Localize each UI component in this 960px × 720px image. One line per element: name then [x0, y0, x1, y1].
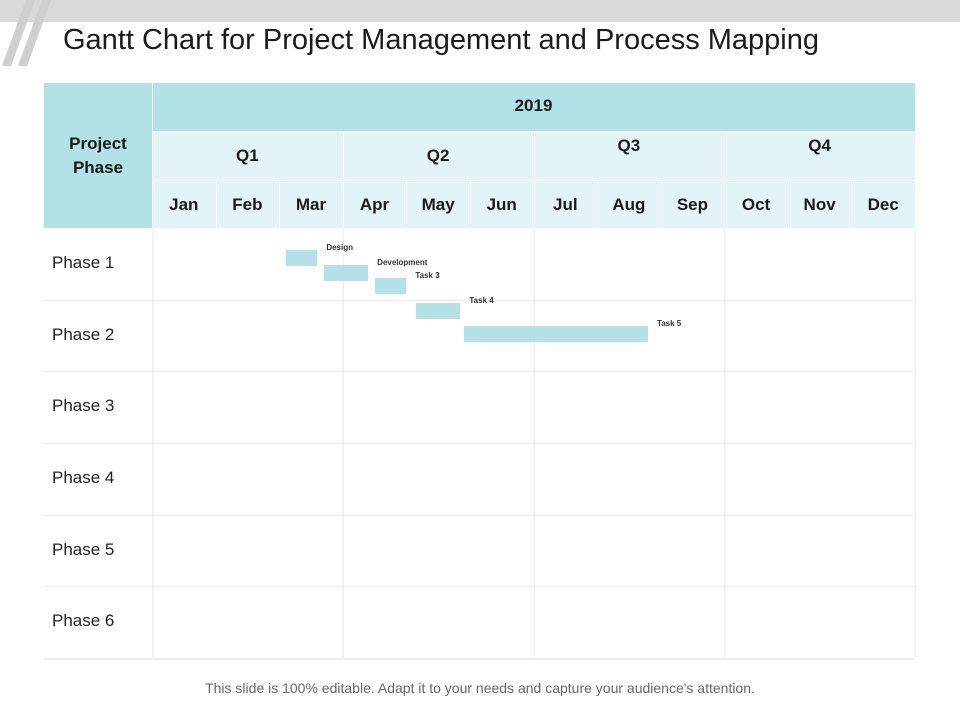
month-label: Jan: [169, 195, 199, 214]
year-label: 2019: [514, 96, 553, 115]
month-label: Apr: [359, 195, 390, 214]
grid-line: [44, 299, 915, 301]
phase-label: Phase 2: [52, 324, 115, 344]
year-header-cell: [152, 83, 915, 131]
month-label: Nov: [803, 195, 836, 214]
row-header-cell: [44, 83, 152, 228]
task-label: Development: [377, 258, 428, 267]
month-label: Jul: [553, 195, 578, 214]
month-label: Feb: [232, 195, 263, 214]
month-label: Aug: [612, 195, 646, 214]
month-label: Dec: [867, 195, 899, 214]
row-header-label: Project Phase: [69, 134, 127, 177]
phase-label: Phase 4: [52, 467, 115, 487]
task-label: Design: [326, 243, 353, 252]
month-divider: [406, 180, 408, 228]
month-label: Oct: [741, 195, 771, 214]
month-divider: [787, 180, 789, 228]
quarter-label: Q3: [617, 136, 641, 155]
month-label: Jun: [486, 195, 517, 214]
month-label: Mar: [295, 195, 327, 214]
task-bar: [323, 265, 369, 281]
month-divider: [851, 180, 853, 228]
phase-label: Phase 3: [52, 396, 115, 416]
task-bar: [285, 250, 318, 266]
quarter-divider: [342, 131, 344, 228]
footer-note: This slide is 100% editable. Adapt it to…: [205, 680, 755, 696]
month-divider: [597, 180, 599, 228]
phase-label: Phase 1: [52, 252, 115, 272]
task-bar: [415, 302, 461, 319]
month-divider: [660, 180, 662, 228]
grid-line: [915, 228, 916, 658]
month-label: May: [421, 195, 455, 214]
task-label: Task 4: [469, 295, 494, 305]
quarter-divider: [533, 131, 535, 228]
header-divider: [152, 83, 153, 228]
quarter-label: Q4: [808, 136, 831, 155]
grid-bottom-line: [44, 658, 915, 660]
quarter-label: Q2: [426, 146, 450, 165]
month-divider: [469, 180, 471, 228]
top-decor-bar: [0, 0, 960, 22]
phase-label: Phase 5: [52, 539, 115, 559]
grid-line: [44, 514, 915, 516]
grid-line: [44, 586, 915, 588]
month-divider: [215, 180, 217, 228]
grid-line: [44, 443, 915, 444]
task-bar: [463, 325, 648, 342]
grid-line: [44, 371, 915, 373]
task-label: Task 3: [415, 271, 440, 280]
month-label: Sep: [676, 195, 709, 214]
task-bar: [374, 278, 407, 294]
quarter-label: Q1: [236, 146, 259, 165]
quarter-divider: [724, 131, 726, 228]
page-title: Gantt Chart for Project Management and P…: [63, 24, 819, 56]
task-label: Task 5: [656, 318, 682, 328]
month-divider: [279, 180, 281, 228]
phase-label: Phase 6: [52, 611, 115, 631]
